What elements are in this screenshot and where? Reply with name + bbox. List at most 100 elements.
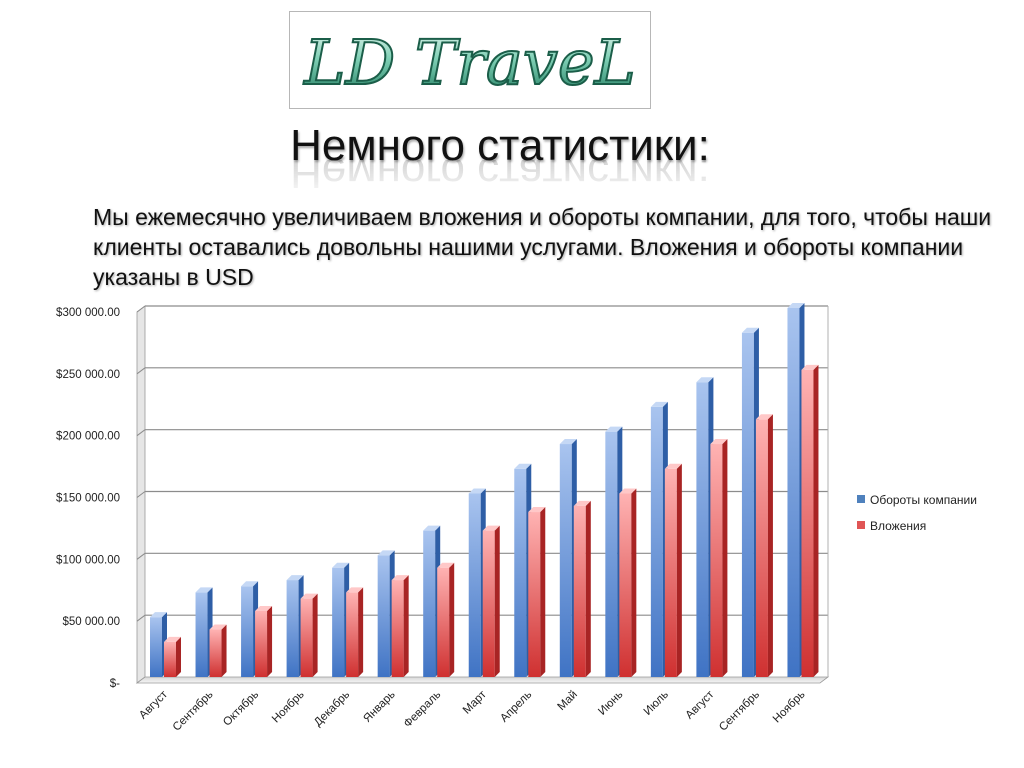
bar-top <box>468 488 486 494</box>
bar-top <box>787 303 805 308</box>
intro-text: Мы ежемесячно увеличиваем вложения и обо… <box>93 204 992 290</box>
legend-label: Обороты компании <box>870 493 977 507</box>
y-tick-label: $50 000.00 <box>62 616 120 628</box>
bar-investment <box>801 369 814 677</box>
bar-turnover <box>741 332 754 677</box>
bar-investment <box>255 610 268 677</box>
gridline-side <box>136 491 146 498</box>
y-tick-label: $250 000.00 <box>56 369 120 381</box>
bar-side <box>221 624 227 677</box>
x-tick-label: Февраль <box>402 689 444 731</box>
bar-side <box>494 525 500 677</box>
gridline-side <box>136 305 146 313</box>
x-tick-label: Июль <box>642 689 671 718</box>
plot-floor <box>135 676 830 684</box>
bar-top <box>619 488 637 494</box>
bar-investment <box>300 598 313 677</box>
bar-top <box>559 439 577 445</box>
x-tick-label: Январь <box>361 689 397 725</box>
bar-side <box>403 575 409 677</box>
bar-side <box>585 500 591 677</box>
bar-turnover <box>195 592 208 677</box>
bar-top <box>482 525 500 531</box>
bar-investment <box>482 530 495 677</box>
x-tick-label: Сентябрь <box>171 689 216 734</box>
bar-turnover <box>696 382 709 677</box>
bar-turnover <box>514 468 527 677</box>
legend-swatch <box>857 495 865 503</box>
x-tick-label: Август <box>137 688 170 721</box>
bar-turnover <box>332 567 345 677</box>
bar-turnover <box>377 555 390 677</box>
bar-side <box>813 364 819 677</box>
x-tick-label: Апрель <box>498 689 534 725</box>
x-tick-label: Июнь <box>596 689 625 718</box>
bar-turnover <box>423 530 436 677</box>
bar-investment <box>755 419 768 677</box>
bar-turnover <box>468 493 481 677</box>
page-title: Немного статистики: <box>290 121 710 170</box>
bar-side <box>767 414 773 677</box>
bar-turnover <box>605 431 618 677</box>
bar-top <box>801 364 819 370</box>
bar-investment <box>710 444 723 677</box>
bar-turnover <box>241 586 254 677</box>
x-tick-label: Май <box>556 689 580 713</box>
bar-top <box>209 624 227 630</box>
logo-graphic: LD TraveL <box>302 25 636 100</box>
x-tick-label: Ноябрь <box>771 689 808 726</box>
bar-investment <box>664 468 677 677</box>
chart-legend: Обороты компании Вложения <box>857 493 977 533</box>
bar-top <box>755 414 773 420</box>
bar-top <box>377 550 395 556</box>
bar-top <box>391 575 409 581</box>
bar-investment <box>346 592 359 677</box>
bar-top <box>650 401 668 407</box>
bar-top <box>195 587 213 593</box>
legend-swatch <box>857 521 865 529</box>
bar-side <box>722 439 728 677</box>
bar-top <box>514 463 532 469</box>
bar-side <box>676 463 682 677</box>
y-tick-label: $300 000.00 <box>56 307 120 319</box>
bar-turnover <box>286 580 299 677</box>
bar-turnover <box>150 617 162 677</box>
y-tick-label: $- <box>110 678 120 690</box>
bar-top <box>437 562 455 568</box>
legend-label: Вложения <box>870 519 926 533</box>
bar-top <box>164 636 181 642</box>
bar-investment <box>619 493 632 677</box>
bar-top <box>255 605 273 611</box>
bar-side <box>449 562 455 677</box>
bar-top <box>286 575 304 581</box>
y-tick-label: $100 000.00 <box>56 554 120 566</box>
y-axis-ticks: $- $50 000.00 $100 000.00 $150 000.00 $200 0… <box>56 307 120 690</box>
x-tick-label: Сентябрь <box>717 689 762 734</box>
bar-side <box>312 593 318 677</box>
bar-top <box>605 426 623 432</box>
bar-investment <box>391 580 404 677</box>
bar-top <box>710 439 728 445</box>
bar-top <box>528 507 546 513</box>
bar-turnover <box>650 406 663 677</box>
bar-turnover <box>559 444 572 677</box>
bar-top <box>664 463 682 469</box>
logo-wordmark: LD TraveL <box>303 26 635 99</box>
x-tick-label: Август <box>684 688 717 721</box>
bar-side <box>267 605 273 677</box>
bar-top <box>241 581 259 587</box>
bar-top <box>696 377 714 383</box>
x-tick-label: Ноябрь <box>270 689 307 726</box>
bar-top <box>150 612 167 618</box>
bar-top <box>741 327 759 333</box>
chart-bars <box>150 303 819 677</box>
y-tick-label: $200 000.00 <box>56 431 120 443</box>
bar-top <box>573 500 591 506</box>
x-axis-ticks: Август Сентябрь Октябрь Ноябрь Декабрь Январь… <box>137 688 807 733</box>
gridline-side <box>136 429 146 437</box>
gridline-side <box>136 552 146 560</box>
bar-top <box>423 525 441 531</box>
bar-side <box>358 587 364 677</box>
y-tick-label: $150 000.00 <box>56 493 120 505</box>
